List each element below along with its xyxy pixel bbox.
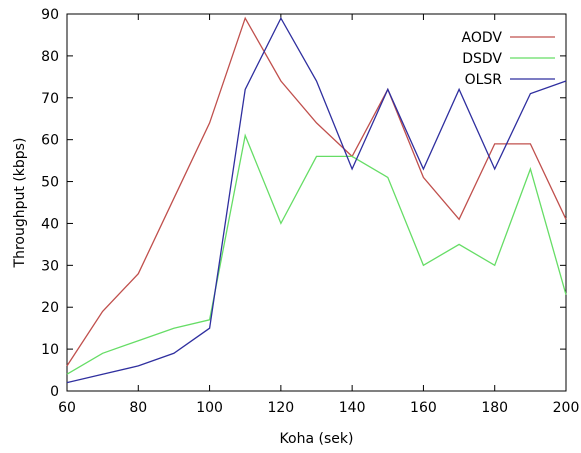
series-line-aodv — [66, 16, 567, 367]
y-tick-label: 90 — [41, 7, 59, 23]
y-tick-label: 70 — [41, 91, 59, 107]
y-tick-label: 50 — [41, 175, 59, 191]
y-tick-label: 20 — [41, 300, 59, 316]
series-line-dsdv — [66, 133, 567, 375]
plot-frame — [66, 13, 567, 392]
legend-label-aodv: AODV — [462, 30, 503, 46]
x-tick-label: 80 — [129, 400, 147, 416]
y-tick-label: 40 — [41, 216, 59, 232]
x-tick-label: 160 — [410, 400, 437, 416]
y-tick-label: 0 — [50, 384, 59, 400]
legend-label-dsdv: DSDV — [462, 51, 502, 67]
y-axis-title: Throughput (kbps) — [12, 138, 28, 269]
axes: 0 10 20 30 40 50 60 70 80 90 60 80 100 120 140 160 180 20… — [41, 7, 579, 416]
y-tick-label: 10 — [41, 342, 59, 358]
x-axis-title: Koha (sek) — [280, 431, 354, 447]
series-lines — [66, 16, 567, 384]
legend-label-olsr: OLSR — [465, 72, 503, 88]
x-tick-label: 140 — [339, 400, 366, 416]
y-tick-label: 80 — [41, 49, 59, 65]
x-tick-label: 200 — [553, 400, 580, 416]
x-tick-label: 180 — [481, 400, 508, 416]
x-tick-label: 60 — [58, 400, 76, 416]
x-tick-label: 100 — [196, 400, 223, 416]
legend: AODV DSDV OLSR — [462, 30, 555, 88]
y-tick-label: 30 — [41, 258, 59, 274]
series-line-olsr — [66, 16, 567, 384]
y-tick-label: 60 — [41, 133, 59, 149]
x-tick-label: 120 — [267, 400, 294, 416]
